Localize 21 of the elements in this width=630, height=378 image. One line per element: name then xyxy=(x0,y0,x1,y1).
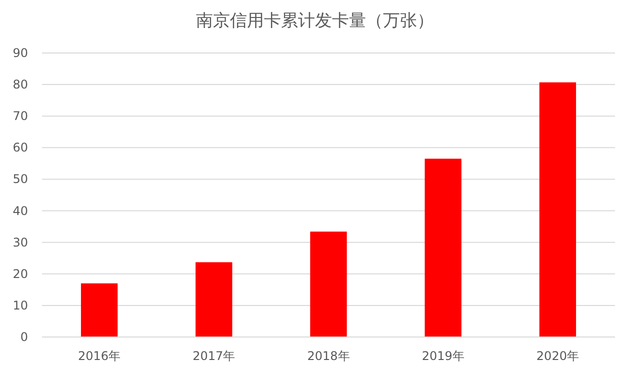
x-tick-label: 2019年 xyxy=(422,349,464,363)
y-tick-label: 20 xyxy=(12,266,28,281)
y-tick-label: 30 xyxy=(12,235,28,250)
y-tick-label: 90 xyxy=(12,46,28,60)
x-tick-label: 2017年 xyxy=(192,349,236,363)
bar xyxy=(539,82,576,337)
y-tick-label: 70 xyxy=(12,109,28,124)
x-tick-label: 2020年 xyxy=(536,349,579,363)
x-tick-label: 2018年 xyxy=(307,349,350,363)
bar xyxy=(310,232,347,337)
y-tick-label: 80 xyxy=(12,78,28,92)
chart-title: 南京信用卡累计发卡量（万张） xyxy=(196,11,434,31)
y-tick-label: 0 xyxy=(20,330,28,344)
y-tick-label: 60 xyxy=(12,140,28,155)
bar xyxy=(424,158,462,337)
y-tick-label: 40 xyxy=(12,204,28,218)
y-tick-label: 50 xyxy=(12,172,28,186)
y-tick-label: 10 xyxy=(12,298,28,312)
bar xyxy=(80,283,118,337)
bar xyxy=(196,262,232,337)
x-tick-label: 2016年 xyxy=(78,349,121,363)
